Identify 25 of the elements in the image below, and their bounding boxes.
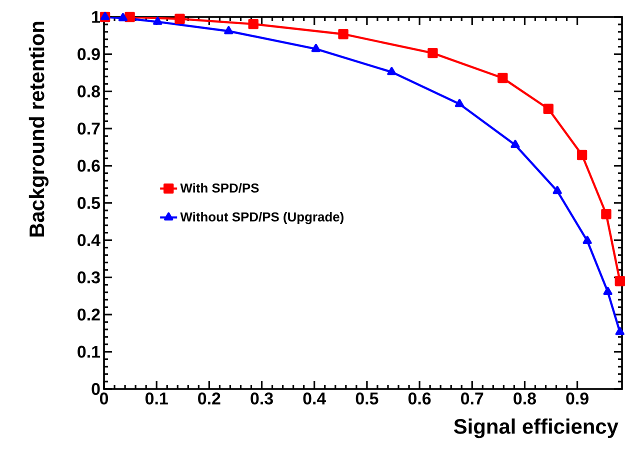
x-tick-label: 0.9: [566, 392, 588, 405]
y-tick-label: 1: [92, 11, 100, 23]
y-tick-label: 0.1: [78, 346, 100, 358]
legend-label: Without SPD/PS (Upgrade): [180, 212, 344, 224]
x-tick-label: 0.6: [408, 392, 431, 405]
x-tick-label: 0: [100, 392, 108, 405]
y-tick-label: 0.8: [78, 85, 100, 98]
y-tick-label: 0: [92, 382, 100, 395]
legend-label: With SPD/PS: [180, 183, 259, 193]
x-tick-label: 0.7: [461, 392, 484, 405]
y-tick-label: 0.3: [78, 271, 100, 284]
x-tick-label: 0.2: [198, 392, 220, 405]
y-tick-label: 0.4: [78, 234, 100, 246]
x-axis-title: Signal efficiency: [454, 418, 618, 438]
x-tick-label: 0.8: [514, 392, 536, 405]
y-tick-label: 0.9: [78, 48, 100, 60]
y-tick-label: 0.2: [78, 308, 100, 321]
x-tick-label: 0.1: [146, 392, 168, 405]
y-tick-label: 0.5: [78, 196, 100, 209]
y-tick-label: 0.7: [78, 122, 100, 135]
x-tick-label: 0.3: [250, 392, 273, 405]
x-tick-label: 0.4: [303, 392, 326, 405]
y-axis-title: Background retention: [28, 22, 48, 236]
y-tick-label: 0.6: [78, 160, 100, 172]
x-tick-label: 0.5: [356, 392, 378, 405]
